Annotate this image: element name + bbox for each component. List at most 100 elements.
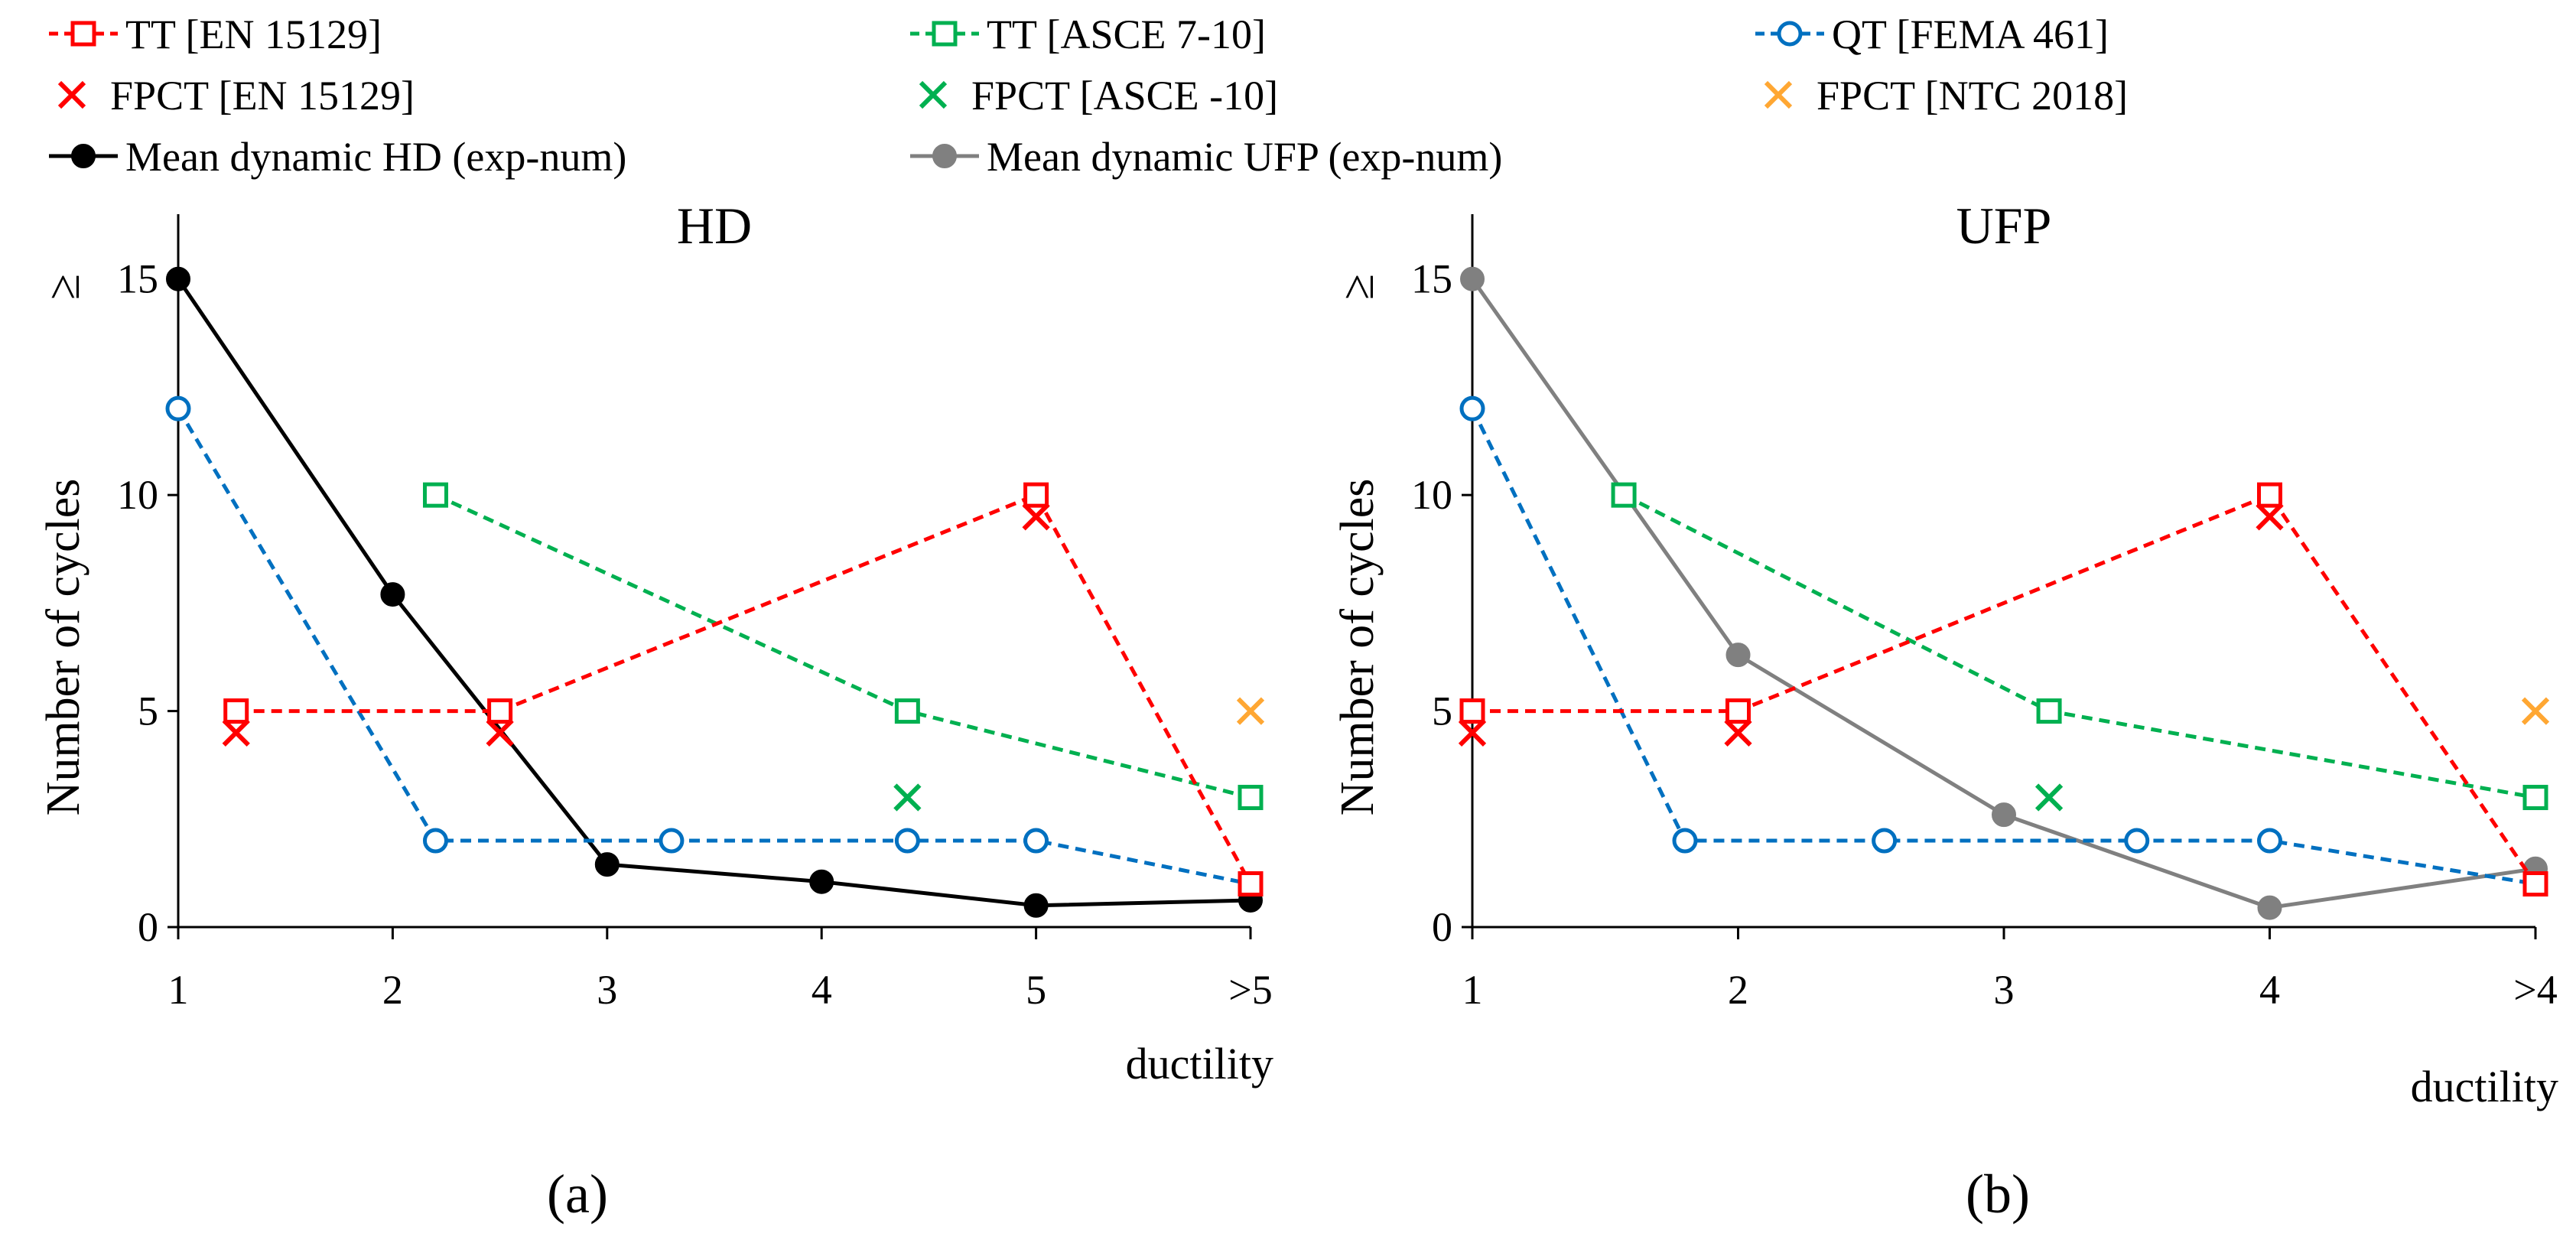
y-axis-symbol: ≥: [1332, 274, 1384, 300]
data-point-mean_hd: [380, 582, 405, 607]
x-tick-label: 4: [812, 967, 832, 1013]
series-line-tt_asce: [434, 493, 1251, 799]
legend-marker-fpct_ntc: [1764, 80, 1793, 109]
legend-item-fpct_ntc: FPCT [NTC 2018]: [1764, 73, 2128, 119]
data-point-mean_ufp: [2257, 895, 2282, 920]
x-tick-label: >5: [1228, 967, 1272, 1013]
y-tick-label: 15: [117, 256, 158, 302]
panel-caption: (b): [1966, 1163, 2030, 1225]
data-point-qt_fema: [2257, 828, 2282, 854]
data-point-mean_ufp: [1725, 643, 1751, 668]
chart-title: UFP: [1956, 197, 2052, 255]
series-tt_asce: [422, 482, 1264, 811]
x-tick-label: 1: [168, 967, 189, 1013]
data-point-fpct_en: [1022, 503, 1050, 531]
data-point-tt_en: [1725, 698, 1751, 724]
data-point-mean_hd: [594, 852, 620, 877]
data-point-qt_fema: [1872, 828, 1898, 854]
data-point-tt_en: [2257, 482, 2282, 508]
legend-marker-fpct_en: [57, 80, 86, 109]
series-fpct_en: [222, 503, 1050, 747]
y-tick-label: 10: [1411, 472, 1452, 518]
data-point-qt_fema: [422, 828, 448, 854]
legend-label-tt_en: TT [EN 15129]: [125, 11, 382, 57]
data-point-tt_asce: [894, 698, 920, 724]
data-point-qt_fema: [1672, 828, 1698, 854]
data-point-fpct_en: [2256, 503, 2284, 531]
data-point-qt_fema: [1023, 828, 1049, 854]
legend-label-qt_fema: QT [FEMA 461]: [1832, 11, 2109, 57]
x-tick-label: 3: [597, 967, 617, 1013]
series-fpct_asce: [2034, 783, 2064, 812]
series-tt_asce: [1611, 482, 2548, 811]
legend-marker-mean_ufp: [932, 144, 957, 168]
y-axis-label: Number of cycles: [1332, 479, 1384, 816]
legend-label-mean_ufp: Mean dynamic UFP (exp-num): [987, 134, 1502, 180]
series-mean_ufp: [1460, 266, 2548, 920]
legend-label-fpct_en: FPCT [EN 15129]: [110, 73, 415, 119]
y-axis-label: Number of cycles: [37, 479, 89, 816]
data-point-tt_en: [1459, 698, 1485, 724]
data-point-fpct_en: [1458, 718, 1487, 747]
data-point-qt_fema: [165, 395, 191, 421]
x-tick-label: 2: [1728, 967, 1748, 1013]
series-fpct_en: [1458, 503, 2284, 747]
data-point-fpct_ntc: [2521, 697, 2550, 725]
data-point-qt_fema: [1459, 395, 1485, 421]
data-point-tt_en: [223, 698, 249, 724]
data-point-tt_en: [2522, 871, 2548, 897]
x-axis-label: ductility: [1126, 1039, 1273, 1088]
x-axis-label: ductility: [2411, 1062, 2558, 1111]
legend-label-tt_asce: TT [ASCE 7-10]: [987, 11, 1266, 57]
legend-marker-mean_hd: [71, 144, 96, 168]
series-line-mean_hd: [176, 278, 1251, 908]
series-tt_en: [1459, 482, 2548, 897]
series-fpct_asce: [893, 783, 922, 812]
x-tick-label: 3: [1994, 967, 2015, 1013]
data-point-tt_asce: [2522, 785, 2548, 811]
x-tick-label: 4: [2259, 967, 2280, 1013]
data-point-tt_en: [1023, 482, 1049, 508]
x-tick-label: 1: [1462, 967, 1483, 1013]
x-tick-label: 2: [382, 967, 403, 1013]
series-line-tt_asce: [1622, 493, 2536, 800]
series-line-qt_fema: [176, 407, 1251, 886]
data-point-fpct_asce: [2034, 783, 2064, 812]
legend-item-tt_asce: TT [ASCE 7-10]: [910, 11, 1266, 57]
data-point-mean_ufp: [1992, 802, 2016, 828]
legend-label-fpct_ntc: FPCT [NTC 2018]: [1817, 73, 2128, 119]
data-point-fpct_ntc: [1236, 697, 1265, 725]
y-tick-label: 10: [117, 472, 158, 518]
legend-item-fpct_en: FPCT [EN 15129]: [57, 73, 415, 119]
series-qt_fema: [165, 395, 1264, 897]
data-point-qt_fema: [894, 828, 920, 854]
data-point-mean_hd: [809, 869, 834, 894]
legend-item-mean_ufp: Mean dynamic UFP (exp-num): [910, 134, 1502, 180]
x-tick-label: >4: [2513, 967, 2557, 1013]
panel-a-hd: 0 5 10 15 1 2 3 4 5 >5 HD Number of cycles ≥ ductilit…: [37, 197, 1273, 1225]
series-line-tt_en: [1472, 493, 2538, 885]
legend-item-qt_fema: QT [FEMA 461]: [1755, 11, 2109, 57]
series-mean_hd: [166, 266, 1263, 918]
data-point-mean_ufp: [1460, 266, 1485, 291]
legend: TT [EN 15129] TT [ASCE 7-10] QT [FEMA 461]…: [49, 11, 2128, 180]
chart-title: HD: [677, 197, 752, 255]
y-tick-label: 0: [1432, 904, 1452, 950]
legend-item-mean_hd: Mean dynamic HD (exp-num): [49, 134, 626, 180]
y-tick-label: 5: [138, 688, 158, 734]
data-point-qt_fema: [2124, 828, 2150, 854]
data-point-mean_hd: [166, 266, 190, 291]
data-point-fpct_en: [486, 718, 514, 747]
data-point-fpct_en: [1724, 718, 1752, 747]
y-tick-label: 0: [138, 904, 158, 950]
data-point-mean_hd: [1023, 893, 1049, 918]
series-fpct_ntc: [1236, 697, 1265, 725]
data-point-qt_fema: [659, 828, 685, 854]
panel-b-ufp: 0 5 10 15 1 2 3 4 >4 UFP Number of cycles ≥ ductilit…: [1332, 197, 2558, 1225]
legend-marker-qt_fema: [1777, 21, 1803, 47]
data-point-tt_en: [487, 698, 513, 724]
data-point-fpct_asce: [893, 783, 922, 812]
series-line-tt_en: [236, 493, 1253, 885]
panel-caption: (a): [547, 1163, 608, 1225]
